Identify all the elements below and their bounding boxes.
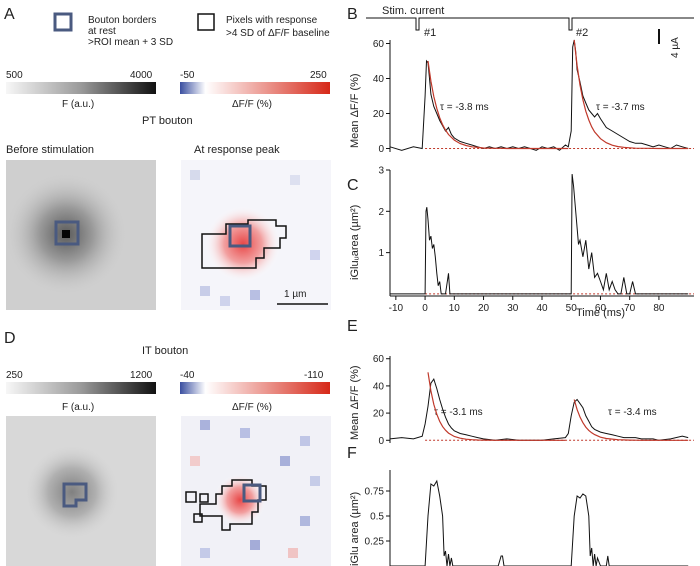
legend-bouton-line-1: Bouton borders <box>88 15 156 26</box>
it-f-min: 250 <box>6 370 23 381</box>
panel-label-b: B <box>347 6 358 23</box>
c-trace-0 <box>390 174 689 295</box>
pt-image-before <box>6 160 156 310</box>
it-roi-border-before <box>62 482 88 508</box>
it-d-label: ΔF/F (%) <box>232 402 272 413</box>
it-d-min: -40 <box>180 370 195 381</box>
pt-d-max: 250 <box>310 70 327 81</box>
c-xtick-label-1: 0 <box>422 303 428 314</box>
pt-d-colorbar <box>180 82 330 94</box>
legend-bouton-line-3: >ROI mean + 3 SD <box>88 37 173 48</box>
it-f-label: F (a.u.) <box>62 402 94 413</box>
e-fit-0 <box>427 372 566 441</box>
c-xtick-label-2: 10 <box>449 303 461 314</box>
chart-f: 0.25 0.5 0.75 <box>365 470 689 566</box>
time-axis-label: Time (ms) <box>576 307 625 319</box>
c-xtick-label-0: -10 <box>389 303 404 314</box>
chart-e: 0 20 40 60 <box>373 354 694 447</box>
tau-e1: τ = -3.1 ms <box>434 407 483 418</box>
it-f-colorbar <box>6 382 156 394</box>
c-ytick-label-2: 3 <box>378 166 384 177</box>
b-ytick-label-2: 40 <box>373 74 385 85</box>
plots-layer: 0 20 40 60 1 2 3 -10 0 10 20 30 40 50 60 70 80 0 20 40 60 0.2… <box>365 39 694 566</box>
legend-bouton-swatch <box>53 12 73 32</box>
tau-b1: τ = -3.8 ms <box>440 102 489 113</box>
it-roi-border-peak <box>242 483 262 503</box>
pt-d-min: -50 <box>180 70 195 81</box>
b-fit-0 <box>427 60 569 150</box>
b-ytick-label-0: 0 <box>378 144 384 155</box>
chart-b: 0 20 40 60 <box>373 39 694 155</box>
c-xtick-label-3: 20 <box>478 303 490 314</box>
scalebar-label: 1 µm <box>284 289 306 300</box>
stim-2-label: #2 <box>576 27 588 39</box>
chart-c: 1 2 3 -10 0 10 20 30 40 50 60 70 80 <box>378 166 694 314</box>
stim-scale-label: 4 µA <box>670 37 681 58</box>
c-xtick-label-7: 60 <box>595 303 607 314</box>
it-d-max: -110 <box>304 370 324 381</box>
it-title: IT bouton <box>142 345 188 357</box>
c-xtick-label-5: 40 <box>536 303 548 314</box>
f-trace-0 <box>390 479 689 566</box>
e-ytick-label-2: 40 <box>373 381 385 392</box>
panel-label-d: D <box>4 330 16 347</box>
pt-f-colorbar <box>6 82 156 94</box>
panel-label-a: A <box>4 6 15 23</box>
it-response-outline <box>185 479 267 531</box>
legend-pixel-line-2: >4 SD of ΔF/F baseline <box>226 28 330 39</box>
c-ylabel: iGluᵤarea (µm²) <box>349 205 361 280</box>
stim-1-label: #1 <box>424 27 436 39</box>
it-d-colorbar <box>180 382 330 394</box>
f-ytick-label-2: 0.75 <box>365 487 385 498</box>
pt-response-outline <box>201 219 287 269</box>
legend-bouton-line-2: at rest <box>88 26 116 37</box>
pt-title: PT bouton <box>142 115 193 127</box>
panel-label-f: F <box>347 445 357 462</box>
e-trace-0 <box>389 377 689 441</box>
b-ytick-label-3: 60 <box>373 39 385 50</box>
pt-img-left-title: Before stimulation <box>6 144 94 156</box>
c-xtick-label-6: 50 <box>566 303 578 314</box>
e-ytick-label-0: 0 <box>378 436 384 447</box>
e-ytick-label-3: 60 <box>373 354 385 365</box>
c-xtick-label-8: 70 <box>624 303 636 314</box>
pt-f-label: F (a.u.) <box>62 99 94 110</box>
panel-label-c: C <box>347 177 359 194</box>
c-ytick-label-0: 1 <box>378 248 384 259</box>
it-f-max: 1200 <box>130 370 153 381</box>
stim-label: Stim. current <box>382 5 444 17</box>
pt-d-label: ΔF/F (%) <box>232 99 272 110</box>
e-fit-1 <box>573 399 689 441</box>
pt-roi-border-before <box>54 220 80 246</box>
legend-pixel-line-1: Pixels with response <box>226 15 318 26</box>
pt-f-max: 4000 <box>130 70 153 81</box>
it-image-peak <box>181 416 331 566</box>
b-ylabel: Mean ΔF/F (%) <box>349 73 361 148</box>
f-ylabel: iGlu area (µm²) <box>349 492 361 566</box>
f-ytick-label-0: 0.25 <box>365 537 385 548</box>
b-ytick-label-1: 20 <box>373 109 385 120</box>
e-ytick-label-1: 20 <box>373 409 385 420</box>
pt-roi-border-peak <box>228 224 252 248</box>
it-image-before <box>6 416 156 566</box>
tau-e2: τ = -3.4 ms <box>608 407 657 418</box>
pt-f-min: 500 <box>6 70 23 81</box>
e-ylabel: Mean ΔF/F (%) <box>349 365 361 440</box>
tau-b2: τ = -3.7 ms <box>596 102 645 113</box>
c-xtick-label-9: 80 <box>653 303 665 314</box>
c-xtick-label-4: 30 <box>507 303 519 314</box>
legend-pixel-swatch <box>197 13 215 31</box>
stim-trace <box>366 17 694 31</box>
b-trace-0 <box>389 39 689 151</box>
pt-image-peak <box>181 160 331 310</box>
b-fit-1 <box>573 39 689 150</box>
pt-img-right-title: At response peak <box>194 144 280 156</box>
panel-label-e: E <box>347 318 358 335</box>
c-ytick-label-1: 2 <box>378 207 384 218</box>
f-ytick-label-1: 0.5 <box>370 512 384 523</box>
